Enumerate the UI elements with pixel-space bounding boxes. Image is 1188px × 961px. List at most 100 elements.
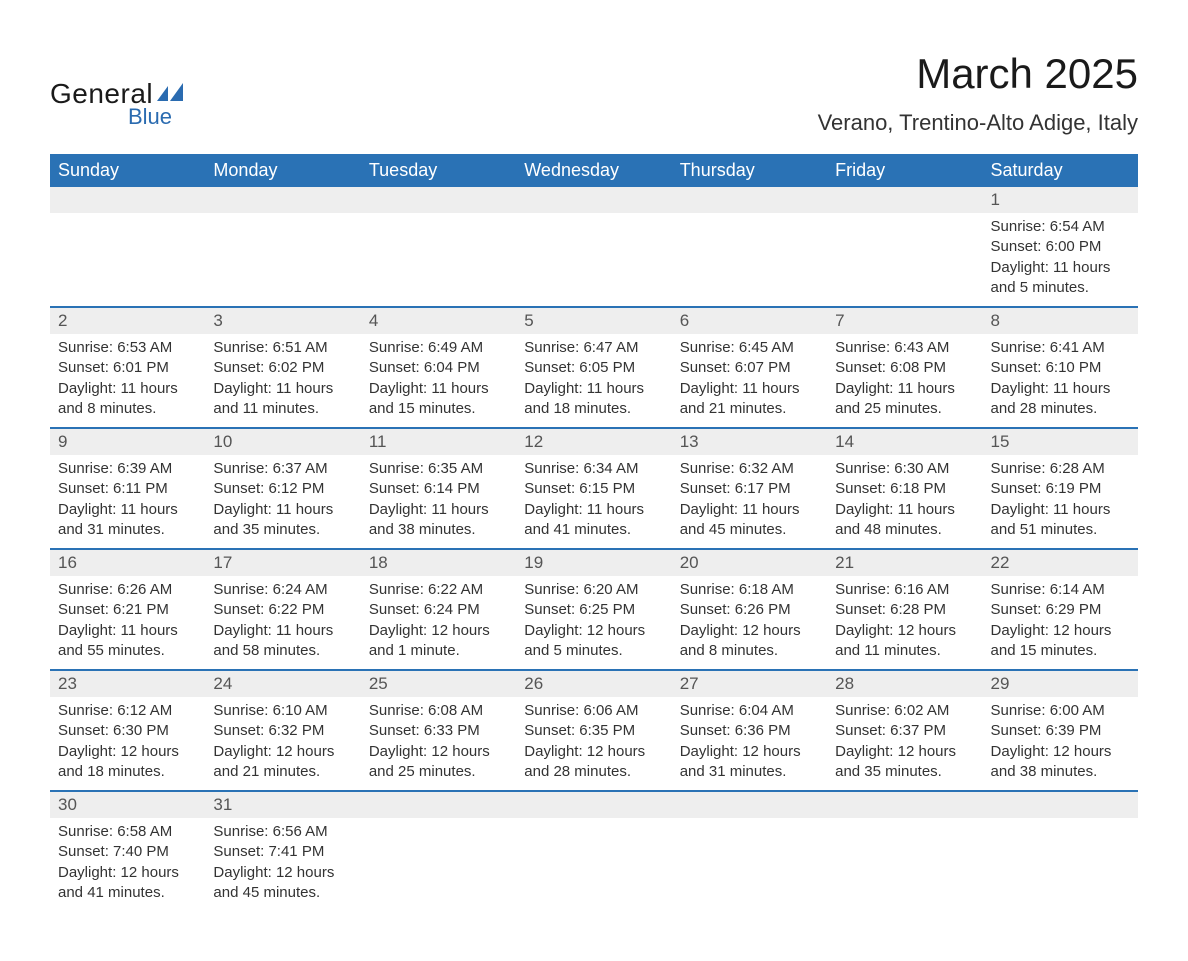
daylight-text: Daylight: 12 hours and 1 minute. bbox=[369, 621, 508, 662]
day-details: Sunrise: 6:18 AMSunset: 6:26 PMDaylight:… bbox=[672, 576, 827, 669]
sunrise-text: Sunrise: 6:58 AM bbox=[58, 822, 197, 842]
day-number bbox=[827, 187, 982, 213]
day-number: 23 bbox=[50, 671, 205, 697]
calendar-week-row: 23Sunrise: 6:12 AMSunset: 6:30 PMDayligh… bbox=[50, 670, 1138, 791]
daylight-text: Daylight: 11 hours and 5 minutes. bbox=[991, 258, 1130, 299]
sunrise-text: Sunrise: 6:04 AM bbox=[680, 701, 819, 721]
day-number: 10 bbox=[205, 429, 360, 455]
daylight-text: Daylight: 12 hours and 38 minutes. bbox=[991, 742, 1130, 783]
day-number: 17 bbox=[205, 550, 360, 576]
day-details: Sunrise: 6:51 AMSunset: 6:02 PMDaylight:… bbox=[205, 334, 360, 427]
day-details: Sunrise: 6:56 AMSunset: 7:41 PMDaylight:… bbox=[205, 818, 360, 911]
calendar-day-cell: 18Sunrise: 6:22 AMSunset: 6:24 PMDayligh… bbox=[361, 549, 516, 670]
sunset-text: Sunset: 6:15 PM bbox=[524, 479, 663, 499]
day-details bbox=[361, 818, 516, 888]
daylight-text: Daylight: 12 hours and 11 minutes. bbox=[835, 621, 974, 662]
daylight-text: Daylight: 11 hours and 45 minutes. bbox=[680, 500, 819, 541]
day-details bbox=[516, 213, 671, 283]
day-details: Sunrise: 6:49 AMSunset: 6:04 PMDaylight:… bbox=[361, 334, 516, 427]
daylight-text: Daylight: 11 hours and 28 minutes. bbox=[991, 379, 1130, 420]
calendar-day-cell: 11Sunrise: 6:35 AMSunset: 6:14 PMDayligh… bbox=[361, 428, 516, 549]
day-number bbox=[361, 187, 516, 213]
day-number: 26 bbox=[516, 671, 671, 697]
sunset-text: Sunset: 6:37 PM bbox=[835, 721, 974, 741]
sunset-text: Sunset: 6:30 PM bbox=[58, 721, 197, 741]
sunrise-text: Sunrise: 6:37 AM bbox=[213, 459, 352, 479]
weekday-header-row: Sunday Monday Tuesday Wednesday Thursday… bbox=[50, 154, 1138, 187]
sunset-text: Sunset: 6:04 PM bbox=[369, 358, 508, 378]
calendar-day-cell: 14Sunrise: 6:30 AMSunset: 6:18 PMDayligh… bbox=[827, 428, 982, 549]
calendar-day-cell: 31Sunrise: 6:56 AMSunset: 7:41 PMDayligh… bbox=[205, 791, 360, 911]
calendar-day-cell bbox=[827, 187, 982, 307]
sunrise-text: Sunrise: 6:20 AM bbox=[524, 580, 663, 600]
header: General Blue March 2025 Verano, Trentino… bbox=[50, 50, 1138, 136]
day-number: 13 bbox=[672, 429, 827, 455]
day-details: Sunrise: 6:58 AMSunset: 7:40 PMDaylight:… bbox=[50, 818, 205, 911]
sunset-text: Sunset: 6:14 PM bbox=[369, 479, 508, 499]
calendar-day-cell bbox=[983, 791, 1138, 911]
day-details: Sunrise: 6:00 AMSunset: 6:39 PMDaylight:… bbox=[983, 697, 1138, 790]
calendar-day-cell: 5Sunrise: 6:47 AMSunset: 6:05 PMDaylight… bbox=[516, 307, 671, 428]
sunrise-text: Sunrise: 6:47 AM bbox=[524, 338, 663, 358]
calendar-day-cell: 16Sunrise: 6:26 AMSunset: 6:21 PMDayligh… bbox=[50, 549, 205, 670]
calendar-day-cell: 24Sunrise: 6:10 AMSunset: 6:32 PMDayligh… bbox=[205, 670, 360, 791]
sunset-text: Sunset: 6:02 PM bbox=[213, 358, 352, 378]
day-number: 1 bbox=[983, 187, 1138, 213]
daylight-text: Daylight: 12 hours and 5 minutes. bbox=[524, 621, 663, 662]
sunrise-text: Sunrise: 6:34 AM bbox=[524, 459, 663, 479]
daylight-text: Daylight: 12 hours and 8 minutes. bbox=[680, 621, 819, 662]
sunset-text: Sunset: 6:32 PM bbox=[213, 721, 352, 741]
sunrise-text: Sunrise: 6:49 AM bbox=[369, 338, 508, 358]
day-details: Sunrise: 6:39 AMSunset: 6:11 PMDaylight:… bbox=[50, 455, 205, 548]
calendar-day-cell: 25Sunrise: 6:08 AMSunset: 6:33 PMDayligh… bbox=[361, 670, 516, 791]
weekday-header: Friday bbox=[827, 154, 982, 187]
title-block: March 2025 Verano, Trentino-Alto Adige, … bbox=[818, 50, 1138, 136]
calendar-week-row: 16Sunrise: 6:26 AMSunset: 6:21 PMDayligh… bbox=[50, 549, 1138, 670]
day-number bbox=[516, 792, 671, 818]
weekday-header: Monday bbox=[205, 154, 360, 187]
day-details: Sunrise: 6:02 AMSunset: 6:37 PMDaylight:… bbox=[827, 697, 982, 790]
sunrise-text: Sunrise: 6:35 AM bbox=[369, 459, 508, 479]
sunset-text: Sunset: 6:08 PM bbox=[835, 358, 974, 378]
day-number: 16 bbox=[50, 550, 205, 576]
sunset-text: Sunset: 6:21 PM bbox=[58, 600, 197, 620]
calendar-day-cell: 20Sunrise: 6:18 AMSunset: 6:26 PMDayligh… bbox=[672, 549, 827, 670]
calendar-day-cell: 6Sunrise: 6:45 AMSunset: 6:07 PMDaylight… bbox=[672, 307, 827, 428]
day-number: 11 bbox=[361, 429, 516, 455]
calendar-day-cell: 19Sunrise: 6:20 AMSunset: 6:25 PMDayligh… bbox=[516, 549, 671, 670]
logo-text-blue: Blue bbox=[128, 104, 172, 130]
daylight-text: Daylight: 11 hours and 41 minutes. bbox=[524, 500, 663, 541]
day-details bbox=[516, 818, 671, 888]
sunset-text: Sunset: 7:40 PM bbox=[58, 842, 197, 862]
day-details: Sunrise: 6:26 AMSunset: 6:21 PMDaylight:… bbox=[50, 576, 205, 669]
day-details bbox=[205, 213, 360, 283]
calendar-day-cell: 3Sunrise: 6:51 AMSunset: 6:02 PMDaylight… bbox=[205, 307, 360, 428]
sunset-text: Sunset: 6:24 PM bbox=[369, 600, 508, 620]
day-details: Sunrise: 6:08 AMSunset: 6:33 PMDaylight:… bbox=[361, 697, 516, 790]
sunrise-text: Sunrise: 6:32 AM bbox=[680, 459, 819, 479]
day-number: 21 bbox=[827, 550, 982, 576]
sunset-text: Sunset: 6:12 PM bbox=[213, 479, 352, 499]
calendar-day-cell bbox=[672, 187, 827, 307]
sunrise-text: Sunrise: 6:56 AM bbox=[213, 822, 352, 842]
calendar-day-cell bbox=[827, 791, 982, 911]
sunset-text: Sunset: 6:00 PM bbox=[991, 237, 1130, 257]
sunset-text: Sunset: 6:36 PM bbox=[680, 721, 819, 741]
calendar-day-cell: 8Sunrise: 6:41 AMSunset: 6:10 PMDaylight… bbox=[983, 307, 1138, 428]
day-number: 29 bbox=[983, 671, 1138, 697]
day-details: Sunrise: 6:34 AMSunset: 6:15 PMDaylight:… bbox=[516, 455, 671, 548]
day-number: 6 bbox=[672, 308, 827, 334]
day-number bbox=[361, 792, 516, 818]
calendar-day-cell: 2Sunrise: 6:53 AMSunset: 6:01 PMDaylight… bbox=[50, 307, 205, 428]
sunrise-text: Sunrise: 6:51 AM bbox=[213, 338, 352, 358]
day-details: Sunrise: 6:32 AMSunset: 6:17 PMDaylight:… bbox=[672, 455, 827, 548]
calendar-day-cell: 30Sunrise: 6:58 AMSunset: 7:40 PMDayligh… bbox=[50, 791, 205, 911]
daylight-text: Daylight: 12 hours and 25 minutes. bbox=[369, 742, 508, 783]
sunset-text: Sunset: 6:39 PM bbox=[991, 721, 1130, 741]
weekday-header: Wednesday bbox=[516, 154, 671, 187]
day-number bbox=[205, 187, 360, 213]
calendar-day-cell: 21Sunrise: 6:16 AMSunset: 6:28 PMDayligh… bbox=[827, 549, 982, 670]
sunrise-text: Sunrise: 6:10 AM bbox=[213, 701, 352, 721]
day-details: Sunrise: 6:35 AMSunset: 6:14 PMDaylight:… bbox=[361, 455, 516, 548]
calendar-week-row: 2Sunrise: 6:53 AMSunset: 6:01 PMDaylight… bbox=[50, 307, 1138, 428]
